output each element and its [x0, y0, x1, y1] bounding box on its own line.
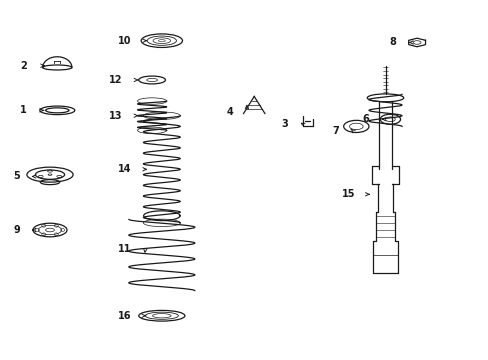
- Text: 2: 2: [20, 61, 27, 71]
- Text: 8: 8: [388, 37, 395, 48]
- Text: 10: 10: [118, 36, 131, 46]
- Text: 12: 12: [108, 75, 122, 85]
- Text: 7: 7: [332, 126, 339, 136]
- Text: 11: 11: [118, 244, 131, 253]
- Text: 9: 9: [13, 225, 20, 235]
- Text: 1: 1: [20, 105, 27, 115]
- Text: 6: 6: [362, 114, 369, 124]
- Text: 16: 16: [118, 311, 131, 321]
- Text: 5: 5: [13, 171, 20, 181]
- Text: 15: 15: [341, 189, 355, 199]
- Text: 14: 14: [118, 164, 131, 174]
- Text: 3: 3: [281, 118, 287, 129]
- Text: 13: 13: [108, 111, 122, 121]
- Text: 4: 4: [226, 107, 233, 117]
